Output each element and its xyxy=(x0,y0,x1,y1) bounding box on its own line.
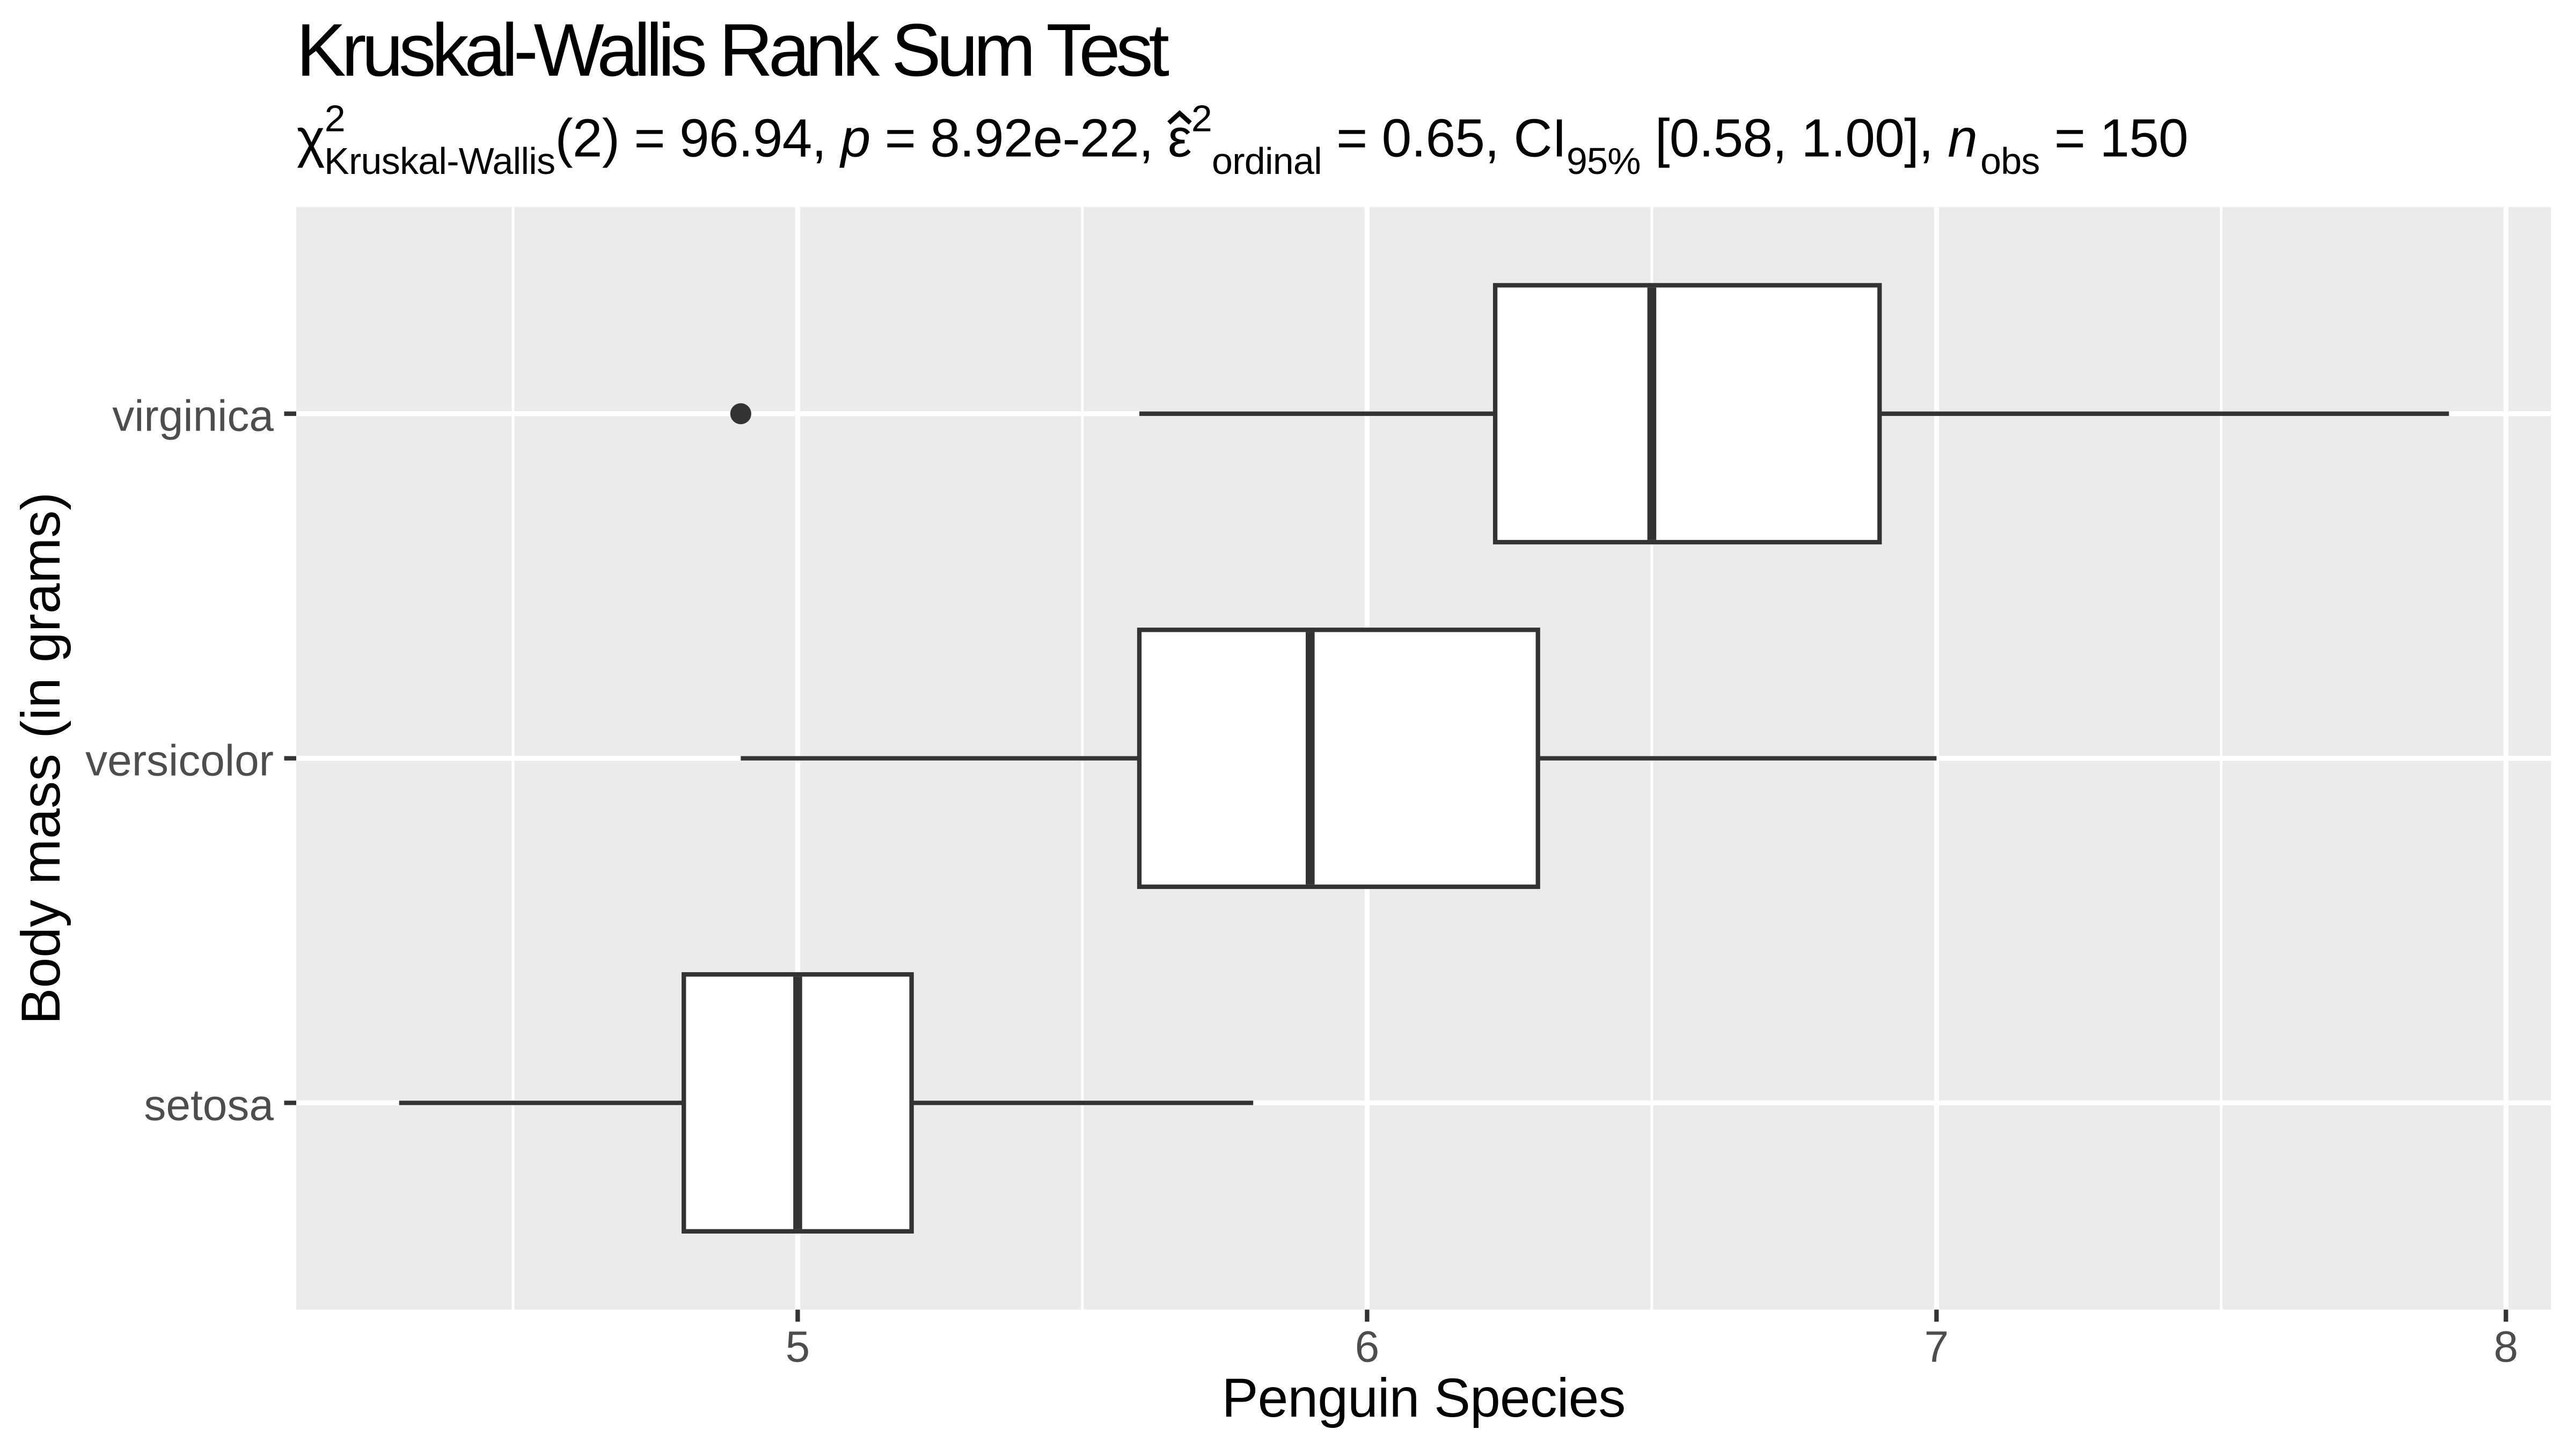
svg-text:6: 6 xyxy=(1355,1323,1380,1372)
svg-text:7: 7 xyxy=(1924,1323,1949,1372)
svg-text:Penguin Species: Penguin Species xyxy=(1221,1367,1625,1428)
svg-text:Body mass (in grams): Body mass (in grams) xyxy=(10,492,71,1025)
svg-text:Kruskal-Wallis Rank Sum Test: Kruskal-Wallis Rank Sum Test xyxy=(296,9,1169,92)
svg-text:versicolor: versicolor xyxy=(85,737,274,785)
svg-text:virginica: virginica xyxy=(112,392,274,441)
svg-text:setosa: setosa xyxy=(144,1081,274,1130)
svg-text:5: 5 xyxy=(786,1323,810,1372)
svg-text:8: 8 xyxy=(2494,1323,2519,1372)
